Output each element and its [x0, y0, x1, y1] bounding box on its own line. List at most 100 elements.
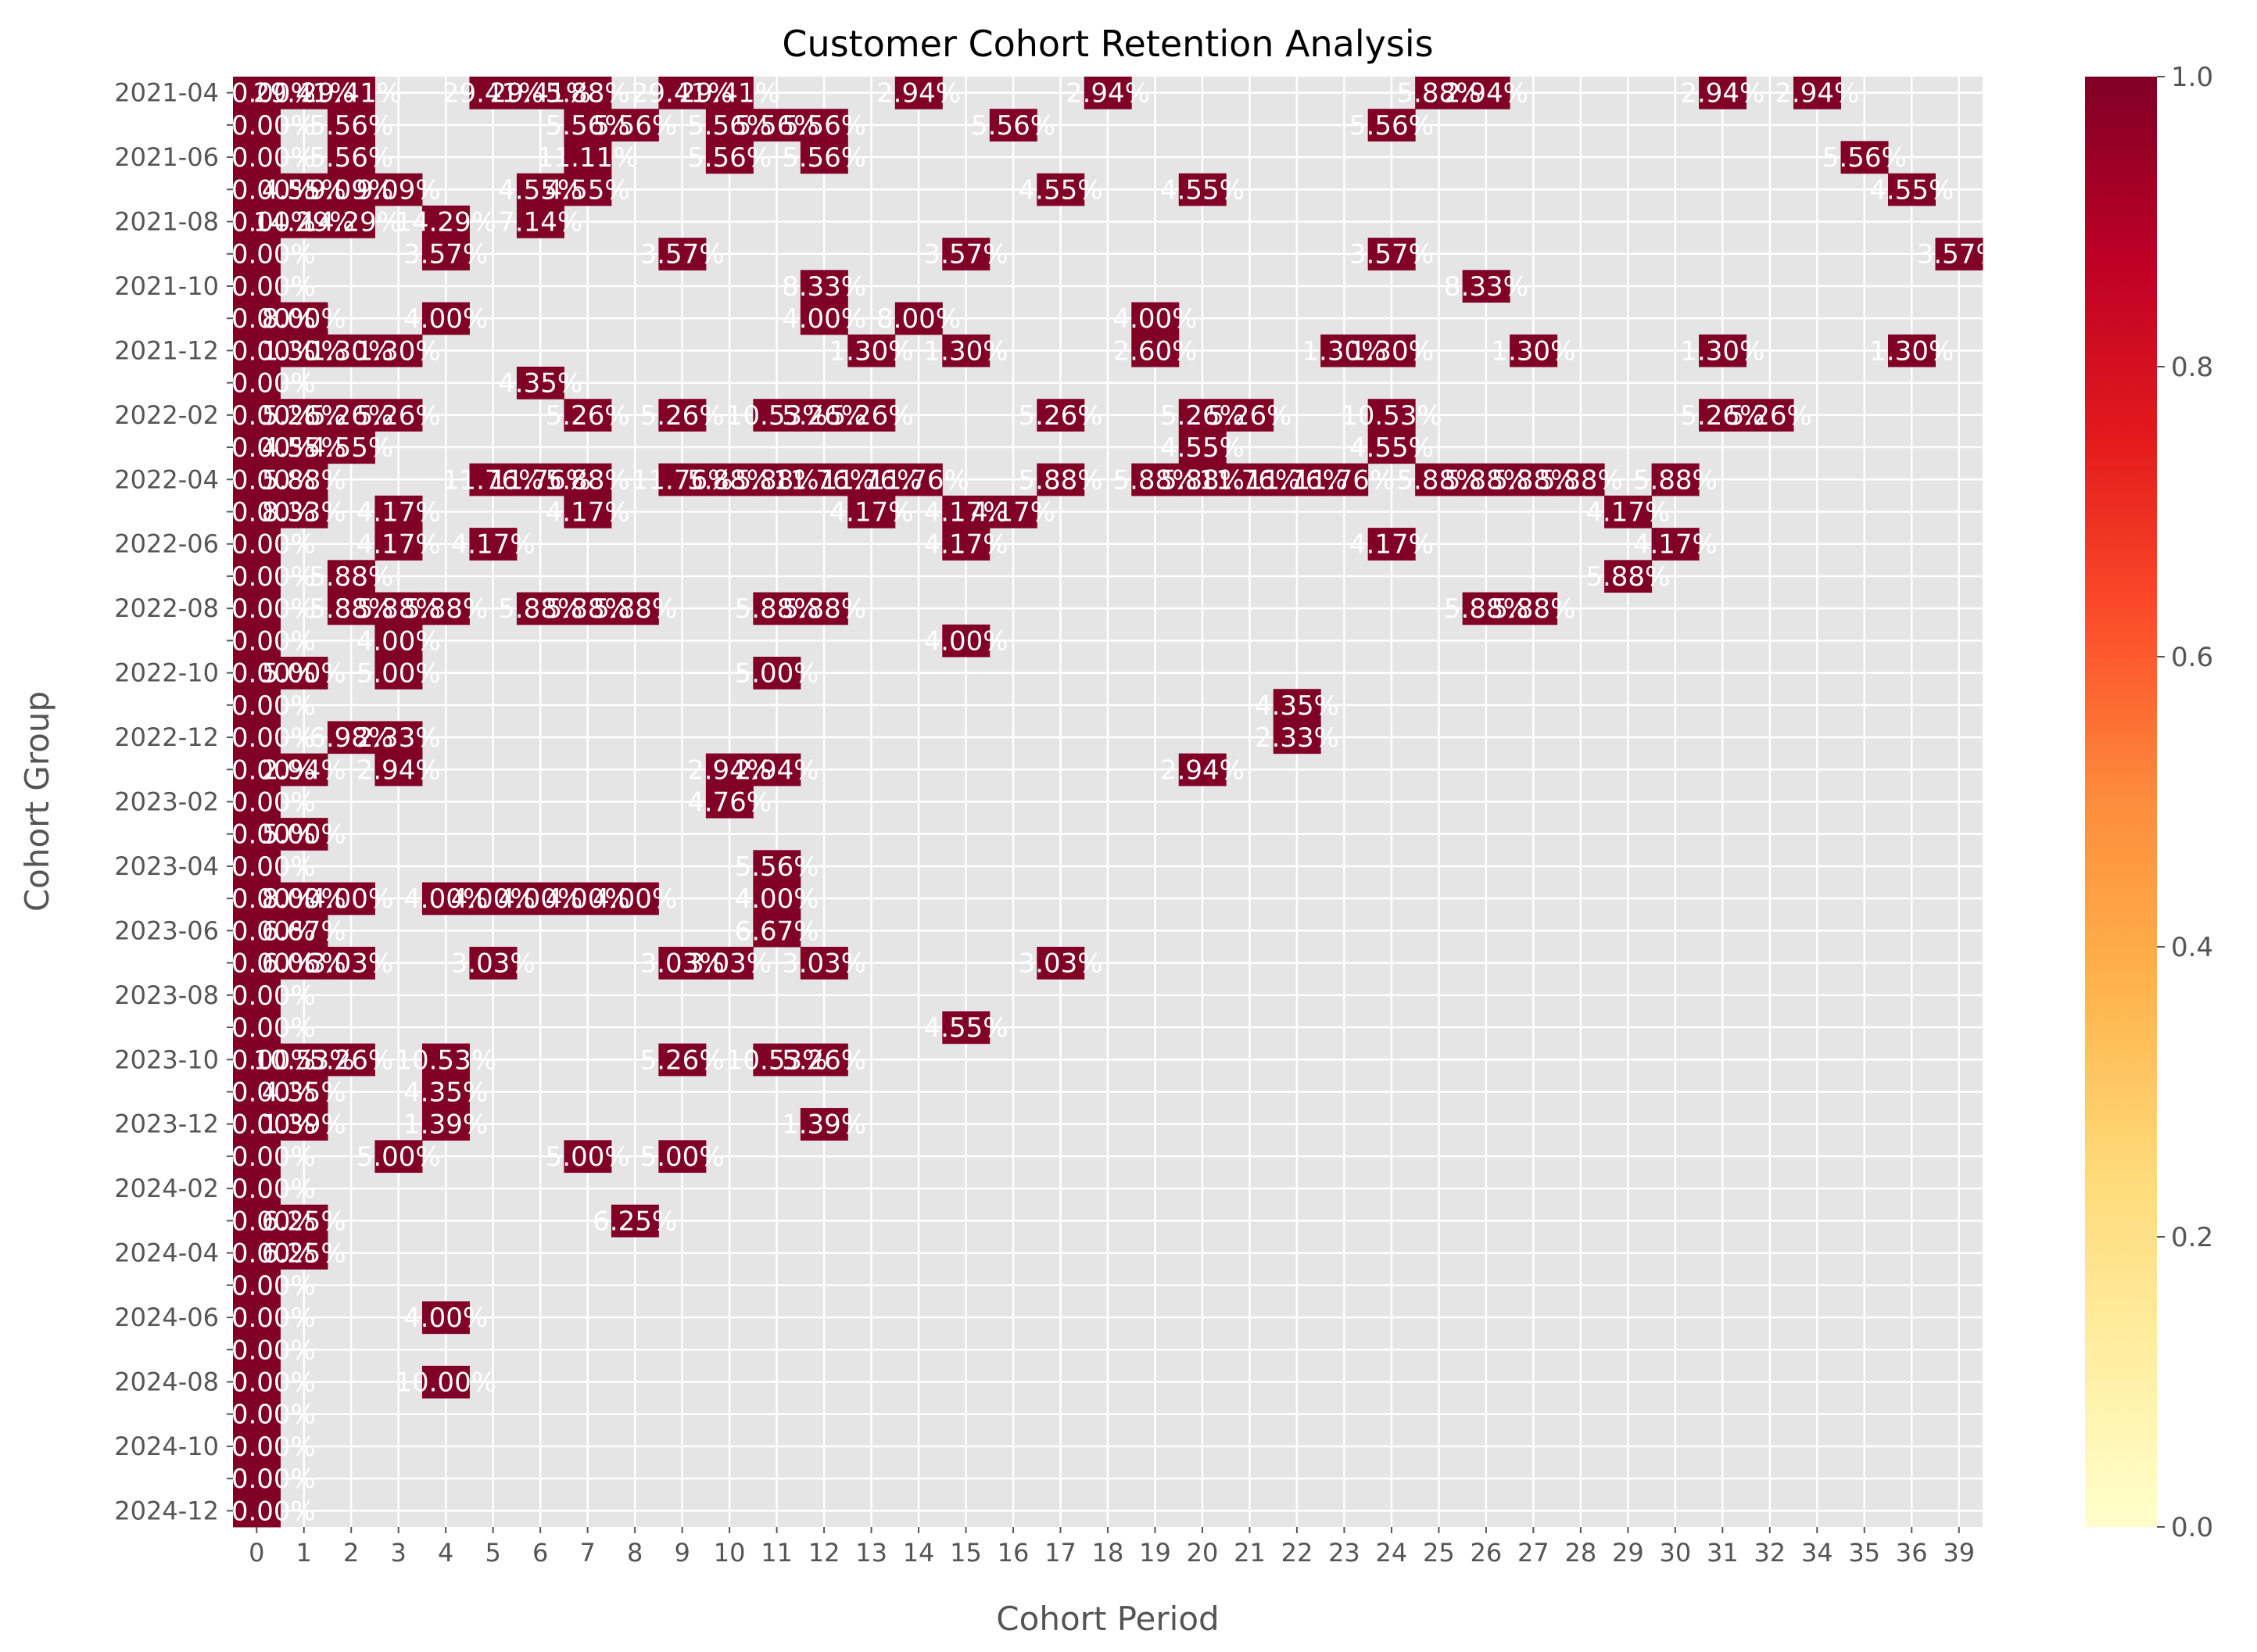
heatmap-cell [564, 173, 612, 206]
heatmap-cell [233, 721, 281, 754]
heatmap-cell [1367, 334, 1416, 367]
heatmap-cell [611, 1204, 659, 1238]
heatmap-cell [374, 495, 423, 529]
heatmap-cell [658, 463, 707, 496]
y-tick-label: 2022-10 [114, 658, 219, 688]
heatmap-cell [942, 238, 991, 271]
heatmap-cell [327, 1043, 375, 1077]
cell-value-label: 5.88% [1585, 561, 1670, 593]
cell-value-label: 11.76% [868, 464, 969, 496]
cell-value-label: 4.17% [829, 497, 914, 529]
heatmap-cell [1746, 399, 1794, 432]
heatmap-cell [374, 657, 423, 690]
heatmap-cell [1699, 334, 1747, 367]
heatmap-cell [421, 1108, 470, 1141]
cell-value-label: 5.26% [356, 400, 441, 432]
y-tick-label: 2021-06 [114, 142, 219, 172]
cell-labels: 100.00%29.41%29.41% 29.41%29.41%5.88% 29.4… [198, 78, 1983, 1527]
cell-value-label: 8.33% [782, 271, 866, 303]
heatmap-cell [233, 270, 281, 303]
heatmap-cell [753, 882, 801, 916]
heatmap-cell [233, 592, 281, 625]
heatmap-cell [1320, 463, 1369, 496]
cell-value-label: 5.26% [309, 1045, 393, 1076]
x-tick-label: 28 [1565, 1538, 1597, 1568]
cell-value-label: 100.00% [198, 1206, 316, 1237]
heatmap-cell [233, 1333, 281, 1367]
cell-value-label: 4.55% [1349, 432, 1434, 464]
heatmap-cell [280, 914, 328, 948]
x-tick-label: 5 [485, 1538, 500, 1568]
heatmap-cell [233, 431, 281, 464]
colorbar-ticks: 0.0 0.2 0.4 0.6 0.8 1.0 [2157, 62, 2213, 1543]
y-tick-label: 2021-08 [114, 207, 219, 237]
cell-value-label: 100.00% [198, 335, 316, 367]
heatmap-cell [233, 1398, 281, 1431]
x-tick-label: 6 [532, 1538, 548, 1568]
y-tick-label: 2024-06 [114, 1303, 219, 1332]
heatmap-cell [233, 1269, 281, 1302]
cell-value-label: 11.76% [821, 464, 923, 496]
colorbar-tick-label: 0.0 [2171, 1512, 2213, 1543]
cell-value-label: 1.30% [1302, 335, 1386, 367]
heatmap-cell [327, 334, 375, 367]
x-tick-label: 12 [808, 1538, 840, 1568]
cell-value-label: 10.53% [1341, 400, 1442, 432]
cell-value-label: 4.00% [403, 303, 488, 335]
cell-value-label: 4.17% [356, 529, 441, 561]
cell-value-label: 5.88% [1444, 593, 1528, 625]
heatmap-cell [233, 818, 281, 851]
heatmap-cell [1888, 334, 1936, 367]
heatmap-cell [233, 399, 281, 432]
cell-value-label: 4.00% [498, 883, 582, 915]
cell-value-label: 5.88% [262, 464, 346, 496]
heatmap-cell [1178, 399, 1227, 432]
cell-value-label: 29.41% [300, 78, 402, 109]
cell-value-label: 5.26% [782, 400, 866, 432]
y-tick-label: 2023-10 [114, 1045, 219, 1074]
cell-value-label: 5.56% [309, 110, 393, 142]
cell-value-label: 5.88% [1396, 464, 1481, 496]
x-tick-label: 26 [1471, 1538, 1503, 1568]
cell-value-label: 11.76% [1199, 464, 1301, 496]
cell-value-label: 100.00% [198, 787, 316, 819]
cell-value-label: 100.00% [198, 400, 316, 432]
x-tick-label: 21 [1234, 1538, 1266, 1568]
cell-value-label: 14.29% [253, 207, 355, 238]
heatmap-cell [469, 463, 518, 496]
heatmap-cell [847, 495, 896, 529]
cell-value-label: 5.56% [782, 142, 866, 174]
cell-value-label: 4.35% [1255, 690, 1339, 722]
cell-value-label: 100.00% [198, 1109, 316, 1141]
x-tick-label: 25 [1423, 1538, 1455, 1568]
cell-value-label: 1.39% [403, 1109, 488, 1141]
heatmap-cell [374, 624, 423, 658]
x-tick-label: 9 [674, 1538, 690, 1568]
cell-value-label: 100.00% [198, 368, 316, 400]
heatmap-cell [233, 463, 281, 496]
heatmap-cell [800, 141, 848, 174]
heatmap-cell [705, 141, 754, 174]
cell-value-label: 5.88% [498, 593, 582, 625]
x-tick-label: 16 [998, 1538, 1030, 1568]
heatmap-cell [374, 592, 423, 625]
heatmap-cell [611, 592, 659, 625]
heatmap-cell [800, 463, 848, 496]
x-tick-label: 36 [1896, 1538, 1928, 1568]
cell-value-label: 4.00% [593, 883, 677, 915]
cell-value-label: 4.55% [1160, 432, 1245, 464]
cell-value-label: 2.94% [1066, 78, 1150, 109]
colorbar-tick-label: 0.4 [2171, 932, 2213, 963]
heatmap-cell [421, 302, 470, 335]
cell-value-label: 100.00% [198, 1335, 316, 1366]
heatmap-cell [942, 495, 991, 529]
cell-value-label: 5.00% [262, 819, 346, 851]
cell-value-label: 4.17% [356, 497, 441, 529]
cell-value-label: 5.88% [1396, 78, 1481, 109]
cell-value-label: 3.03% [1019, 948, 1103, 980]
heatmap-cell [753, 399, 801, 432]
cell-value-label: 100.00% [198, 851, 316, 883]
heatmap-cell [421, 1365, 470, 1399]
cell-value-label: 10.53% [395, 1045, 496, 1076]
heatmap-cell [1178, 173, 1227, 206]
